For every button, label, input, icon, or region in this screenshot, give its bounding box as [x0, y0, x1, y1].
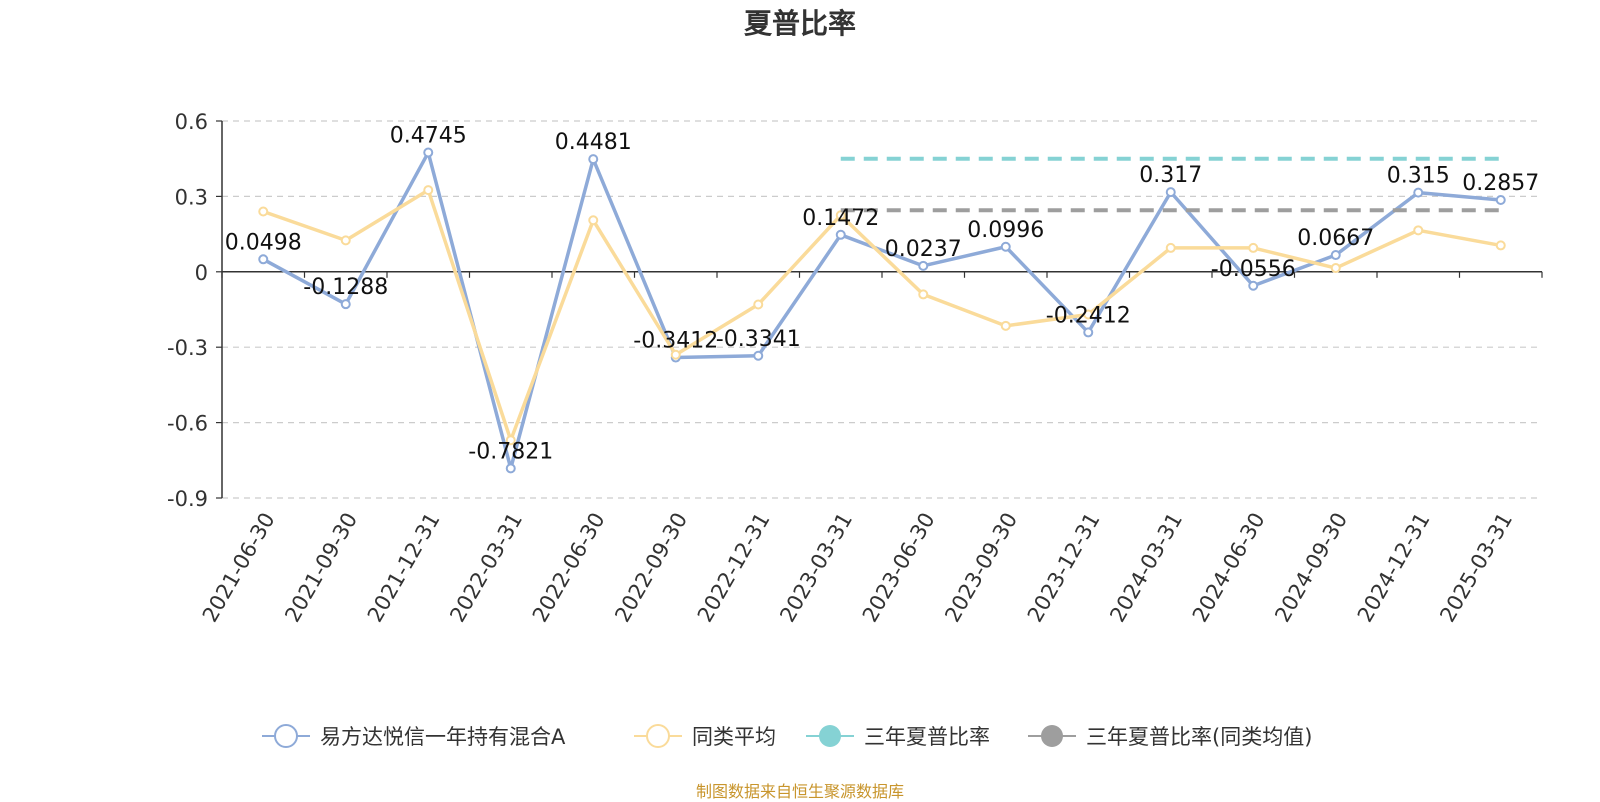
- legend-label: 易方达悦信一年持有混合A: [320, 725, 566, 749]
- x-tick-label: 2021-09-30: [280, 509, 362, 627]
- data-point: [753, 350, 764, 361]
- data-point: [1000, 241, 1011, 252]
- source-note: 制图数据来自恒生聚源数据库: [695, 782, 904, 801]
- data-point: [1165, 187, 1176, 198]
- legend-label: 同类平均: [692, 725, 776, 749]
- data-point: [918, 260, 929, 271]
- data-point: [423, 185, 434, 196]
- data-point: [1000, 320, 1011, 331]
- series-layer: [258, 147, 1506, 474]
- series-line-0: [262, 150, 1501, 471]
- data-label: 0.0237: [885, 237, 962, 262]
- data-point: [340, 235, 351, 246]
- data-point: [423, 147, 434, 158]
- legend-item-2: 三年夏普比率: [806, 725, 990, 749]
- series-line-1: [262, 188, 1502, 442]
- legend-label: 三年夏普比率: [864, 725, 990, 749]
- x-tick-label: 2024-09-30: [1270, 509, 1352, 627]
- data-label: 0.315: [1387, 164, 1450, 189]
- legend-swatch-marker: [1041, 725, 1063, 747]
- legend: 易方达悦信一年持有混合A 同类平均 三年夏普比率 三年夏普比率(同类均值): [262, 724, 1312, 749]
- x-tick-label: 2021-12-31: [363, 509, 445, 627]
- legend-swatch-marker: [646, 724, 670, 748]
- data-label: -0.2412: [1046, 303, 1131, 328]
- x-tick-label: 2023-12-31: [1023, 509, 1105, 627]
- data-point: [1495, 194, 1506, 205]
- x-tick-label: 2024-06-30: [1188, 509, 1270, 627]
- data-point: [588, 215, 599, 226]
- data-point: [505, 463, 516, 474]
- data-point: [588, 154, 599, 165]
- legend-item-3: 三年夏普比率(同类均值): [1028, 725, 1312, 749]
- x-tick-label: 2022-12-31: [693, 509, 775, 627]
- data-label: 0.0667: [1297, 226, 1374, 251]
- legend-swatch-marker: [274, 724, 298, 748]
- data-label: 0.4745: [390, 124, 467, 149]
- data-point: [258, 254, 269, 265]
- data-point: [1248, 242, 1259, 253]
- y-tick-label: -0.6: [167, 412, 208, 436]
- x-tick-label: 2024-12-31: [1353, 509, 1435, 627]
- data-point: [1413, 225, 1424, 236]
- x-tick-label: 2025-03-31: [1435, 509, 1517, 627]
- data-point: [1165, 242, 1176, 253]
- x-tick-label: 2022-06-30: [528, 509, 610, 627]
- y-tick-label: 0.3: [175, 185, 208, 209]
- y-tick-label: -0.9: [167, 487, 208, 511]
- data-point: [918, 289, 929, 300]
- data-label: 0.0498: [225, 230, 302, 255]
- data-point: [670, 349, 681, 360]
- data-label: -0.0556: [1211, 257, 1296, 282]
- grid-layer: [222, 120, 1542, 499]
- data-label: 0.1472: [802, 206, 879, 231]
- data-label: -0.3341: [716, 327, 801, 352]
- legend-swatch-marker: [819, 725, 841, 747]
- x-tick-label: 2023-09-30: [940, 509, 1022, 627]
- y-tick-label: 0: [195, 261, 208, 285]
- y-tick-label: 0.6: [175, 110, 208, 134]
- data-point: [1248, 280, 1259, 291]
- x-tick-label: 2022-03-31: [445, 509, 527, 627]
- data-point: [1083, 309, 1094, 320]
- y-tick-label: -0.3: [167, 336, 208, 360]
- data-point: [1330, 250, 1341, 261]
- data-point: [340, 299, 351, 310]
- label-layer: 0.0498-0.12880.4745-0.78210.4481-0.3412-…: [225, 124, 1539, 465]
- legend-label: 三年夏普比率(同类均值): [1086, 725, 1312, 749]
- x-tick-label: 2024-03-31: [1105, 509, 1187, 627]
- data-label: -0.7821: [468, 439, 553, 464]
- data-point: [258, 206, 269, 217]
- data-point: [1083, 327, 1094, 338]
- data-label: -0.1288: [303, 275, 388, 300]
- data-label: 0.317: [1139, 163, 1202, 188]
- data-label: 0.2857: [1462, 171, 1539, 196]
- x-tick-label: 2023-03-31: [775, 509, 857, 627]
- data-label: 0.4481: [555, 130, 632, 155]
- x-tick-label: 2022-09-30: [610, 509, 692, 627]
- x-tick-label: 2023-06-30: [858, 509, 940, 627]
- data-label: 0.0996: [967, 218, 1044, 243]
- x-tick-label: 2021-06-30: [198, 509, 280, 627]
- legend-item-0: 易方达悦信一年持有混合A: [262, 724, 566, 749]
- data-point: [1495, 240, 1506, 251]
- data-point: [1330, 263, 1341, 274]
- data-point: [505, 435, 516, 446]
- data-point: [1413, 187, 1424, 198]
- legend-item-1: 同类平均: [634, 724, 776, 749]
- chart-title: 夏普比率: [743, 7, 856, 40]
- data-point: [835, 229, 846, 240]
- data-label: -0.3412: [633, 329, 718, 354]
- data-point: [753, 299, 764, 310]
